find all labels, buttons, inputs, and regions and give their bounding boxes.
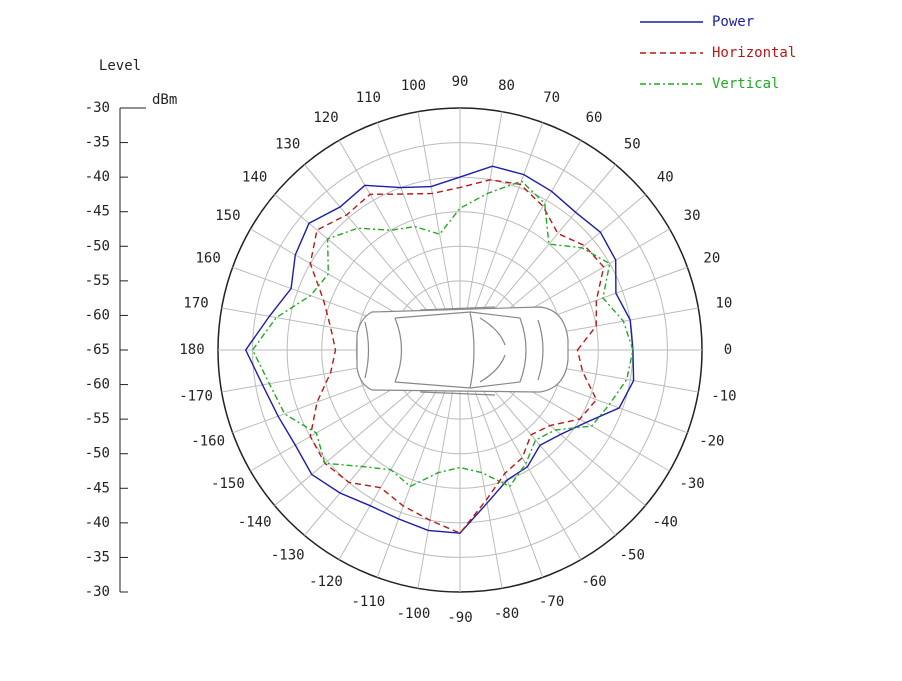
- level-tick-label: -40: [85, 169, 110, 185]
- angle-tick-label: -170: [179, 389, 213, 405]
- angle-tick-label: 50: [624, 137, 641, 153]
- angle-tick-label: -80: [494, 606, 519, 622]
- angle-tick-label: 130: [275, 137, 300, 153]
- axis-label: Level: [99, 58, 141, 74]
- angle-tick-label: -140: [238, 514, 272, 530]
- angle-tick-label: -10: [711, 389, 736, 405]
- angle-tick-label: -70: [539, 594, 564, 610]
- level-tick-label: -65: [85, 342, 110, 358]
- angle-tick-label: 30: [684, 208, 701, 224]
- level-tick-label: -30: [85, 584, 110, 600]
- legend-label: Horizontal: [712, 45, 796, 61]
- legend-label: Power: [712, 14, 754, 30]
- angle-tick-label: 160: [196, 250, 221, 266]
- level-tick-label: -35: [85, 135, 110, 151]
- angle-tick-label: -120: [309, 574, 343, 590]
- level-tick-label: -55: [85, 273, 110, 289]
- series-line: [309, 179, 605, 535]
- angle-tick-label: -130: [271, 547, 305, 563]
- angle-tick-label: -60: [581, 574, 606, 590]
- level-tick-label: -45: [85, 480, 110, 496]
- angle-tick-label: 60: [586, 110, 603, 126]
- angle-tick-label: -90: [447, 610, 472, 626]
- angle-tick-label: 0: [724, 342, 732, 358]
- legend: Power Horizontal Vertical: [640, 14, 796, 92]
- level-tick-label: -60: [85, 377, 110, 393]
- level-tick-label: -40: [85, 515, 110, 531]
- angle-tick-label: 90: [452, 74, 469, 90]
- level-tick-label: -50: [85, 238, 110, 254]
- level-tick-label: -35: [85, 549, 110, 565]
- angle-tick-label: 140: [242, 170, 267, 186]
- unit-label: dBm: [152, 92, 177, 108]
- plot-area: [244, 165, 635, 535]
- angle-tick-label: -150: [211, 476, 245, 492]
- legend-label: Vertical: [712, 76, 779, 92]
- angle-tick-label: 170: [183, 295, 208, 311]
- level-tick-label: -45: [85, 204, 110, 220]
- level-tick-label: -30: [85, 100, 110, 116]
- angle-tick-label: 110: [356, 90, 381, 106]
- angle-tick-label: 150: [215, 208, 240, 224]
- angle-tick-label: 10: [715, 295, 732, 311]
- angle-tick-label: 20: [703, 250, 720, 266]
- angle-tick-label: 40: [657, 170, 674, 186]
- angle-tick-label: 80: [498, 78, 515, 94]
- angle-tick-label: -100: [397, 606, 431, 622]
- angle-tick-label: -40: [653, 514, 678, 530]
- angle-tick-label: 70: [543, 90, 560, 106]
- angle-tick-label: -50: [620, 547, 645, 563]
- angle-tick-label: -20: [699, 434, 724, 450]
- angle-tick-label: -110: [351, 594, 385, 610]
- angle-tick-label: -30: [679, 476, 704, 492]
- angle-tick-label: 120: [313, 110, 338, 126]
- level-tick-label: -55: [85, 411, 110, 427]
- level-tick-label: -50: [85, 446, 110, 462]
- angle-tick-label: 180: [179, 342, 204, 358]
- angle-tick-label: -160: [191, 434, 225, 450]
- series-line: [244, 165, 635, 534]
- angle-tick-label: 100: [401, 78, 426, 94]
- car-image: [356, 306, 569, 396]
- level-tick-label: -60: [85, 307, 110, 323]
